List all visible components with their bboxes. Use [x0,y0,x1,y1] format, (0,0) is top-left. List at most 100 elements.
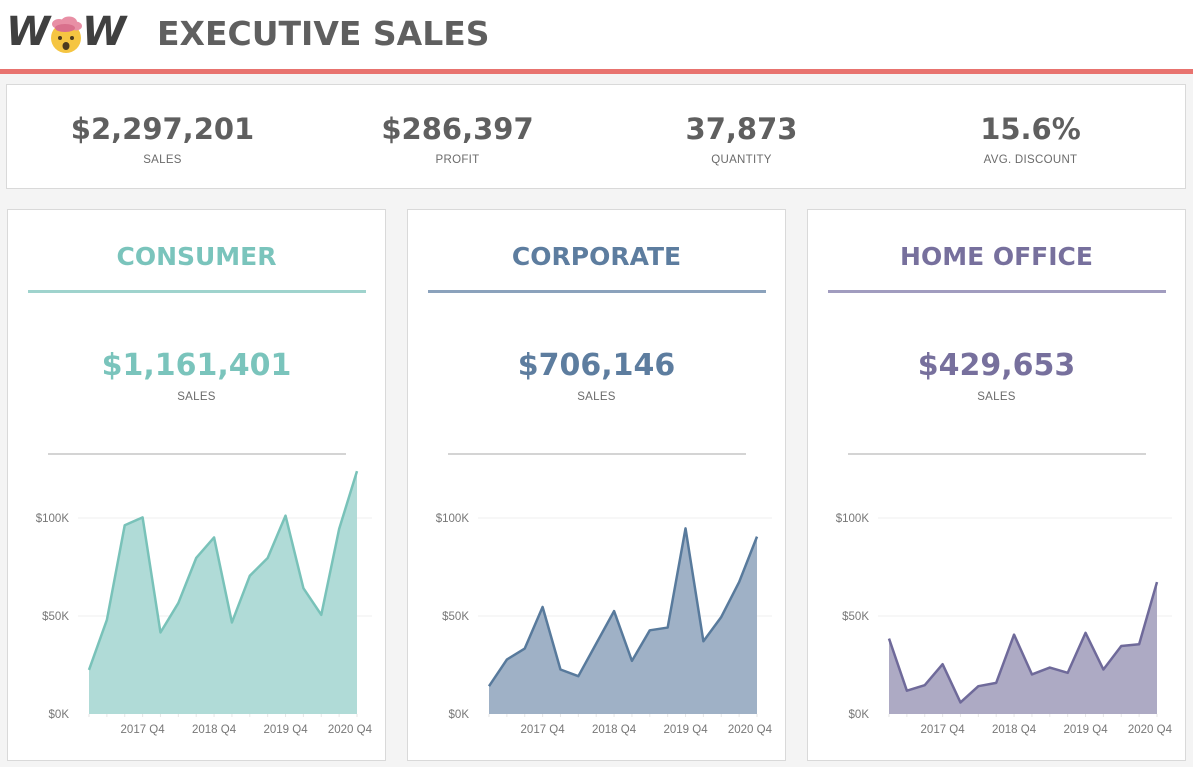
segment-sales-value: $429,653 [917,348,1076,383]
data-point[interactable] [700,638,706,644]
x-axis-tick-label: 2017 Q4 [521,724,566,736]
data-point[interactable] [940,661,946,667]
x-axis-tick-label: 2020 Q4 [328,724,373,736]
kpi-profit: $286,397 PROFIT [310,85,605,188]
area-fill [89,471,357,714]
data-point[interactable] [1118,643,1124,649]
kpi-summary-panel: $2,297,201 SALES $286,397 PROFIT 37,873 … [6,84,1186,189]
data-point[interactable] [1047,665,1053,671]
segment-card-home-office: HOME OFFICE $429,653 SALES $0K $50K $100K 2… [807,209,1186,761]
header-accent-bar [0,69,1193,74]
header: W W EXECUTIVE SALES [0,0,1193,69]
segment-title-underline [828,290,1166,293]
data-point[interactable] [665,625,671,631]
data-point[interactable] [754,534,760,540]
sales-area-chart-consumer[interactable]: $0K $50K $100K 2017 Q4 2018 Q4 2019 Q4 2020 Q4 [8,460,385,760]
data-point[interactable] [140,514,146,520]
kpi-value: 15.6% [980,112,1081,146]
segment-card-consumer: CONSUMER $1,161,401 SALES $0K $50K $100K 20… [7,209,386,761]
data-point[interactable] [736,579,742,585]
data-point[interactable] [229,619,235,625]
x-axis-tick-label: 2020 Q4 [728,724,773,736]
area-fill [889,582,1157,714]
y-axis-tick-label: $0K [49,709,70,721]
data-point[interactable] [486,683,492,689]
kpi-value: 37,873 [685,112,798,146]
kpi-label: AVG. DISCOUNT [983,154,1078,166]
data-point[interactable] [1100,667,1106,673]
x-axis-tick-label: 2018 Q4 [592,724,637,736]
kpi-label: SALES [143,154,182,166]
sales-line [887,581,1159,704]
data-point[interactable] [247,573,253,579]
x-axis-tick-label: 2019 Q4 [1063,724,1108,736]
x-axis-tick-label: 2019 Q4 [263,724,308,736]
sales-area-chart-home-office[interactable]: $0K $50K $100K 2017 Q4 2018 Q4 2019 Q4 2020 Q4 [808,460,1185,760]
data-point[interactable] [575,673,581,679]
data-point[interactable] [1136,641,1142,647]
x-axis-tick-label: 2020 Q4 [1128,724,1173,736]
data-point[interactable] [629,658,635,664]
data-point[interactable] [1011,632,1017,638]
data-point[interactable] [104,617,110,623]
kpi-label: PROFIT [435,154,480,166]
data-point[interactable] [193,555,199,561]
data-point[interactable] [975,683,981,689]
kpi-quantity: 37,873 QUANTITY [594,85,889,188]
data-point[interactable] [922,682,928,688]
segment-title-underline [28,290,366,293]
data-point[interactable] [1065,670,1071,676]
segment-title: HOME OFFICE [900,242,1093,271]
y-axis-tick-label: $100K [436,513,470,525]
x-axis-tick-label: 2017 Q4 [921,724,966,736]
sales-area-chart-corporate[interactable]: $0K $50K $100K 2017 Q4 2018 Q4 2019 Q4 2020 Q4 [408,460,785,760]
segment-title: CONSUMER [116,242,277,271]
data-point[interactable] [86,667,92,673]
data-point[interactable] [557,667,563,673]
y-axis-tick-label: $50K [842,611,869,623]
divider [448,453,746,455]
data-point[interactable] [540,604,546,610]
data-point[interactable] [300,585,306,591]
sales-line [487,527,759,687]
exploding-head-icon [51,16,82,53]
divider [48,453,346,455]
data-point[interactable] [336,526,342,532]
data-point[interactable] [265,555,271,561]
data-point[interactable] [611,608,617,614]
data-point[interactable] [122,522,128,528]
sales-line [87,470,359,671]
data-point[interactable] [354,468,360,474]
data-point[interactable] [647,627,653,633]
data-point[interactable] [993,680,999,686]
segment-sales-label: SALES [977,391,1016,403]
kpi-label: QUANTITY [711,154,772,166]
data-point[interactable] [211,534,217,540]
y-axis-tick-label: $50K [42,611,69,623]
data-point[interactable] [157,629,163,635]
kpi-sales: $2,297,201 SALES [15,85,310,188]
data-point[interactable] [175,600,181,606]
wow-logo: W W [6,10,128,54]
data-point[interactable] [504,657,510,663]
data-point[interactable] [1029,671,1035,677]
data-point[interactable] [957,699,963,705]
segment-title-underline [428,290,766,293]
data-point[interactable] [886,636,892,642]
data-point[interactable] [718,614,724,620]
divider [848,453,1146,455]
data-point[interactable] [683,525,689,531]
logo-letter-w-left: W [6,9,50,55]
data-point[interactable] [318,612,324,618]
y-axis-tick-label: $100K [836,513,870,525]
data-point[interactable] [593,641,599,647]
segment-title: CORPORATE [511,242,682,271]
data-point[interactable] [1154,579,1160,585]
segment-sales-label: SALES [177,391,216,403]
x-axis-tick-label: 2017 Q4 [121,724,166,736]
data-point[interactable] [904,688,910,694]
data-point[interactable] [283,513,289,519]
kpi-value: $2,297,201 [70,112,255,146]
data-point[interactable] [1083,630,1089,636]
data-point[interactable] [522,646,528,652]
